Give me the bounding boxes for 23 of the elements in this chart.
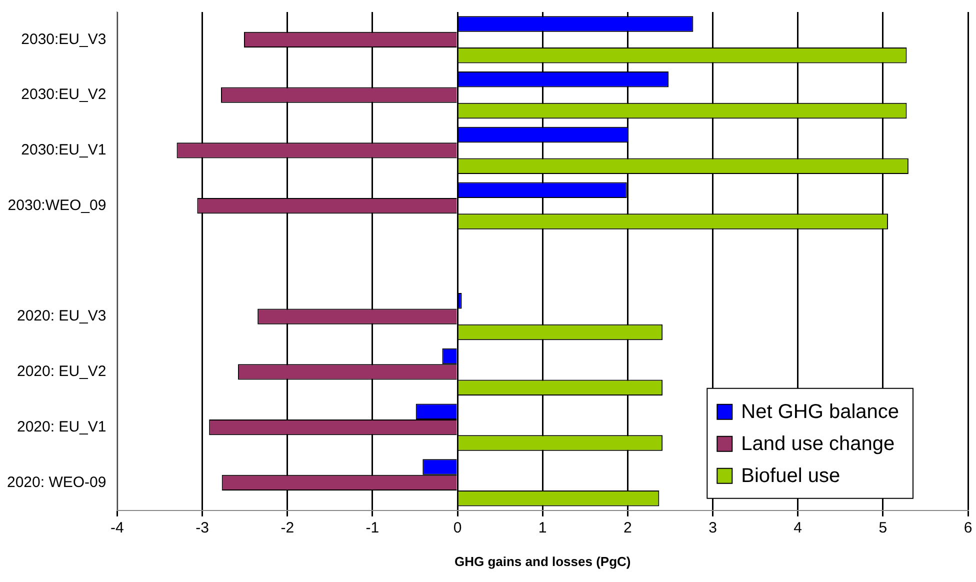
x-tick-label: 5: [878, 520, 888, 537]
x-tick-label: 3: [708, 520, 717, 537]
x-tick-label: 6: [964, 520, 972, 537]
y-tick-label: 2030:EU_V2: [21, 86, 106, 104]
x-tick-label: -2: [280, 520, 294, 537]
legend-label: Land use change: [741, 432, 895, 455]
legend-label: Biofuel use: [741, 464, 840, 487]
x-tick-label: 1: [538, 520, 547, 537]
y-tick-label: 2020: EU_V2: [16, 363, 106, 380]
x-tick-label: 4: [794, 520, 802, 537]
x-axis-title: GHG gains and losses (PgC): [454, 554, 631, 569]
legend-label: Net GHG balance: [741, 400, 900, 423]
x-tick-label: 2: [624, 520, 632, 537]
y-tick-label: 2030:WEO_09: [8, 196, 106, 214]
x-tick-label: -4: [110, 520, 124, 537]
y-tick-label: 2020: EU_V1: [16, 418, 106, 436]
y-tick-label: 2020: EU_V3: [16, 308, 106, 325]
y-tick-label: 2020: WEO-09: [6, 474, 106, 491]
x-tick-label: 0: [453, 520, 462, 537]
x-tick-label: -3: [196, 520, 209, 537]
x-tick-label: -1: [366, 520, 380, 537]
y-tick-label: 2030:EU_V3: [21, 30, 106, 48]
y-tick-label: 2030:EU_V1: [21, 142, 106, 159]
